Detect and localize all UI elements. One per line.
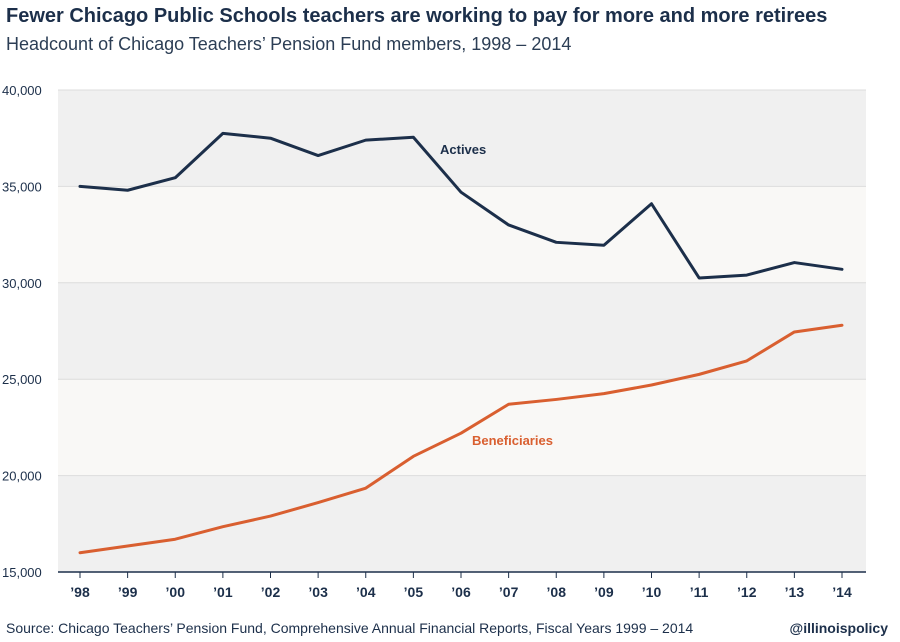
chart-title: Fewer Chicago Public Schools teachers ar… [6,5,828,27]
series-label-actives: Actives [440,142,486,157]
y-tick-label: 20,000 [2,469,42,484]
x-tick-label: ’08 [547,584,567,600]
x-tick-label: ’11 [690,584,709,600]
y-tick-label: 35,000 [2,179,42,194]
x-tick-label: ’98 [70,584,90,600]
series-line-beneficiaries [78,323,844,555]
x-tick-label: ’01 [213,584,233,600]
x-tick-label: ’09 [594,584,614,600]
x-tick-label: ’04 [356,584,376,600]
grid-band [58,186,866,283]
y-tick-label: 40,000 [2,83,42,98]
series-label-beneficiaries: Beneficiaries [472,433,553,448]
grid-band [58,90,866,187]
x-tick-label: ’07 [499,584,519,600]
y-tick-label: 15,000 [2,565,42,580]
x-tick-label: ’99 [118,584,138,600]
grid-band [58,282,866,380]
x-tick-label: ’12 [737,584,757,600]
grid-band [58,475,866,572]
x-tick-label: ’10 [642,584,662,600]
x-tick-label: ’14 [832,584,852,600]
x-tick-label: ’03 [308,584,328,600]
y-tick-label: 30,000 [2,276,42,291]
grid-band [58,379,866,476]
x-tick-label: ’00 [166,584,186,600]
y-tick-label: 25,000 [2,372,42,387]
x-tick-label: ’05 [404,584,424,600]
chart-subtitle: Headcount of Chicago Teachers’ Pension F… [6,34,572,54]
x-tick-label: ’06 [451,584,471,600]
series-line-actives [78,131,844,280]
source-note: Source: Chicago Teachers’ Pension Fund, … [6,620,694,636]
x-tick-label: ’13 [785,584,805,600]
brand-handle: @illinoispolicy [789,620,888,636]
x-tick-label: ’02 [261,584,281,600]
